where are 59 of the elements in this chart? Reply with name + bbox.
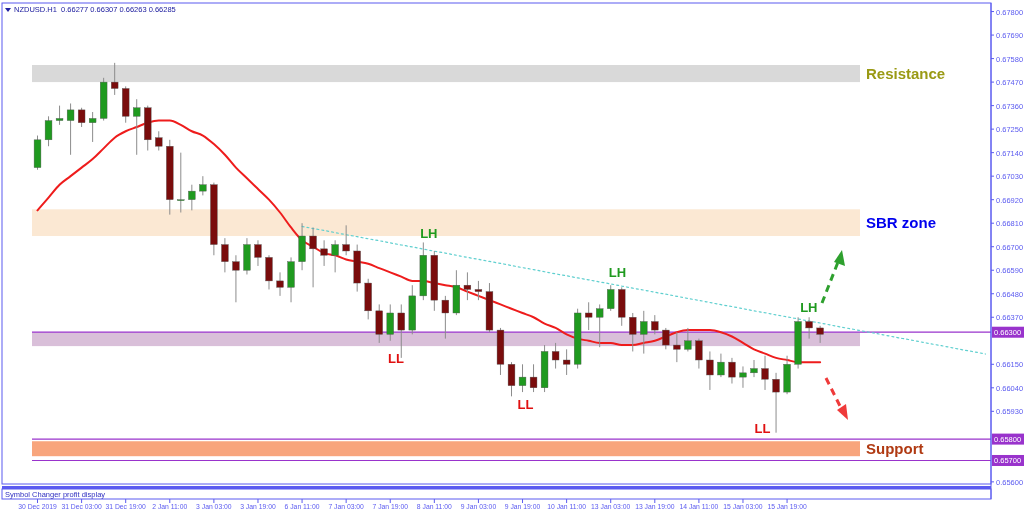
annotation: LL	[388, 351, 404, 366]
candlestick	[629, 312, 637, 352]
candlestick	[596, 303, 604, 348]
candlestick	[640, 310, 648, 355]
candlestick	[706, 350, 714, 391]
candlestick	[651, 314, 659, 335]
candlestick	[276, 271, 284, 297]
candlestick	[463, 271, 472, 301]
candlestick	[221, 237, 229, 273]
candlestick	[199, 175, 207, 196]
candlestick	[662, 327, 670, 350]
candlestick	[585, 301, 593, 331]
candlestick	[44, 115, 53, 147]
candlestick	[55, 105, 64, 126]
annotation: LH	[800, 300, 818, 315]
candlestick	[441, 295, 449, 340]
candlestick	[265, 254, 273, 290]
candlestick	[551, 342, 560, 370]
candlestick	[77, 107, 86, 128]
band-label: Resistance	[866, 64, 946, 82]
candlestick	[375, 303, 383, 344]
candlestick	[717, 353, 725, 378]
annotation: LL	[517, 397, 534, 412]
annotation: LL	[754, 421, 771, 436]
candlestick	[309, 226, 317, 288]
line-series	[36, 119, 822, 364]
candlestick	[89, 111, 97, 143]
candlestick	[133, 98, 141, 156]
candlestick	[254, 239, 262, 267]
candlestick	[816, 325, 824, 344]
candlestick	[607, 284, 615, 312]
candlestick	[739, 365, 747, 389]
candlestick	[232, 254, 240, 303]
candlestick	[761, 355, 769, 391]
band-label: SBR zone	[866, 213, 937, 231]
candlestick	[474, 280, 483, 301]
annotation: LH	[420, 226, 438, 241]
candlestick	[750, 359, 758, 378]
candlestick	[563, 348, 571, 376]
candlestick	[331, 239, 339, 273]
candlestick	[386, 303, 394, 342]
candlestick	[177, 152, 185, 213]
candlestick	[805, 316, 813, 340]
candlestick	[772, 372, 780, 434]
candlestick	[507, 361, 516, 397]
candlestick	[66, 102, 75, 156]
candlestick	[695, 338, 703, 370]
candlestick	[518, 363, 527, 393]
candlestick	[728, 357, 736, 385]
candlestick	[342, 224, 350, 256]
candlestick	[155, 130, 163, 152]
candlestick	[529, 363, 538, 393]
candlestick	[188, 184, 196, 211]
candlestick	[320, 239, 328, 267]
candlestick	[684, 327, 692, 352]
candlestick	[673, 331, 681, 363]
annotation: LH	[608, 265, 627, 280]
band-label: Support	[866, 439, 924, 457]
candlestick	[111, 62, 119, 96]
